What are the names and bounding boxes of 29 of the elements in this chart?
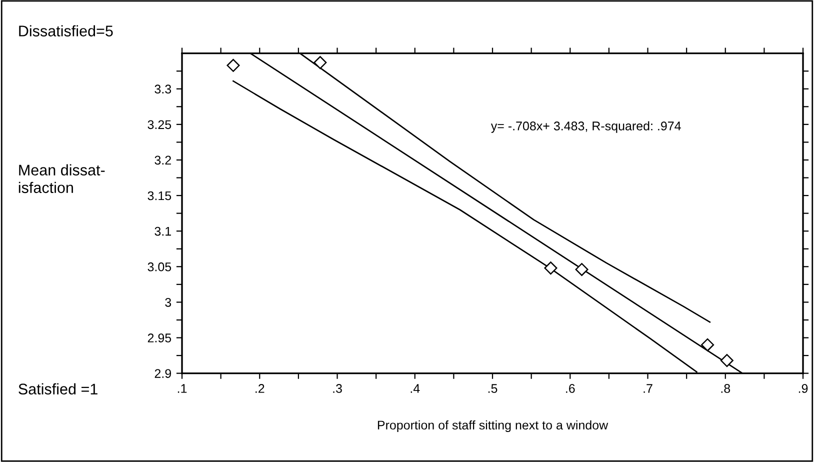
point [226, 58, 240, 72]
y-tick-label: 3.05 [148, 262, 172, 272]
y-tick-label: 3 [165, 298, 172, 307]
x-tick-label: .8 [721, 384, 730, 393]
y-tick-label: 2.9 [154, 369, 172, 378]
point [575, 262, 588, 276]
x-axis-title: Proportion of staff sitting next to a window [378, 420, 608, 432]
x-tick-label: .2 [256, 384, 264, 393]
x-tick-label: .3 [333, 384, 342, 393]
x-tick-label: .4 [410, 384, 420, 393]
point [701, 338, 714, 352]
text: Satisfied =1 [18, 383, 98, 394]
point [720, 354, 734, 368]
text: Dissatisfied=5 [19, 25, 113, 36]
point [544, 262, 558, 275]
x-tick-label: .9 [798, 384, 808, 393]
y-tick-label: 3.15 [148, 191, 172, 200]
y-tick-label: 3.1 [154, 226, 171, 236]
y-tick-label: 3.2 [154, 156, 171, 165]
y-tick-label: 3.25 [148, 120, 172, 130]
y-tick-label: 3.3 [154, 84, 172, 94]
x-tick-label: .5 [488, 384, 498, 393]
x-tick-label: .6 [566, 384, 575, 393]
x-tick-label: .7 [644, 384, 652, 393]
annotation: y= -.708x+ 3.483, R-squared: .974 [490, 121, 681, 133]
y-tick-label: 2.95 [148, 334, 172, 342]
x-tick-label: .1 [178, 384, 187, 393]
y-axis-title: Mean dissat- isfaction [18, 164, 105, 194]
point [314, 56, 327, 70]
